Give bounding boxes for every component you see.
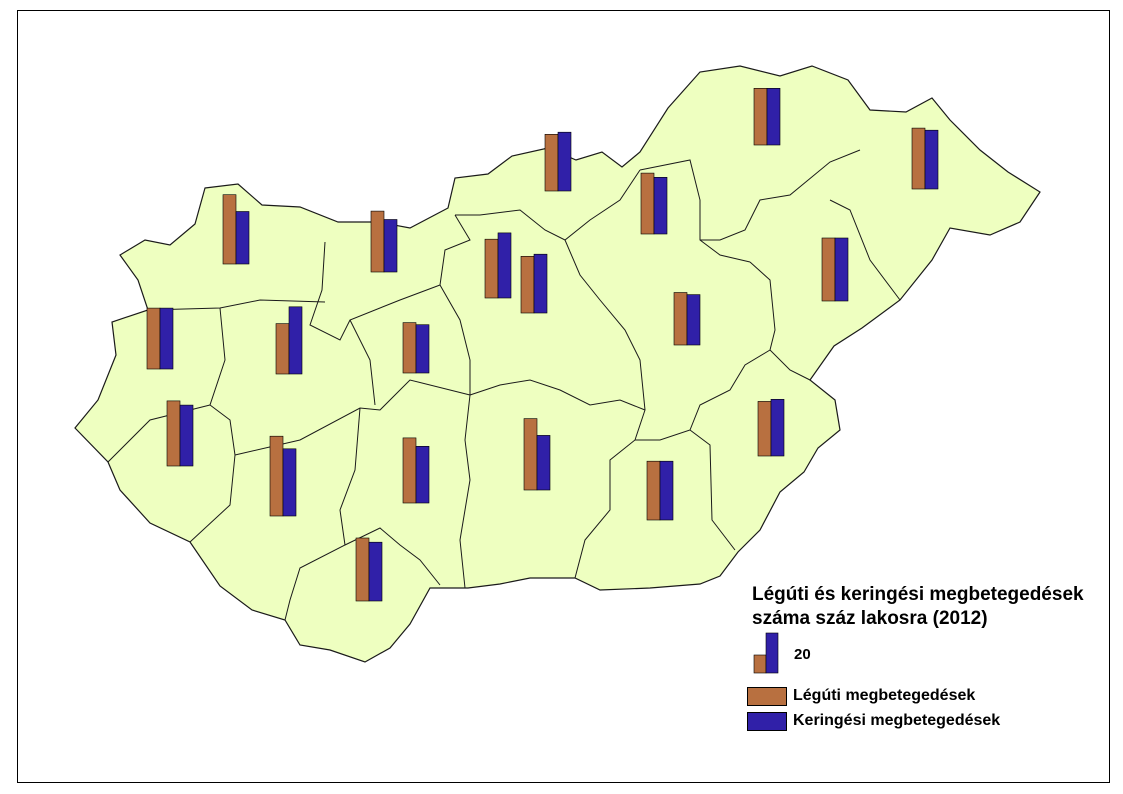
legend-scale-bar-legúti bbox=[753, 654, 767, 674]
bar-legúti bbox=[269, 435, 284, 517]
bar-legúti bbox=[753, 88, 768, 146]
county-border bbox=[749, 261, 811, 381]
bar-keringési bbox=[766, 88, 781, 146]
county-border bbox=[439, 284, 471, 589]
bar-legúti bbox=[275, 323, 290, 375]
county-bar-group bbox=[673, 292, 701, 346]
bar-keringési bbox=[924, 129, 939, 190]
legend-swatch-keringési bbox=[747, 711, 787, 731]
bar-legúti bbox=[757, 401, 772, 457]
county-bar-group bbox=[646, 460, 674, 521]
bar-legúti bbox=[146, 307, 161, 370]
bar-legúti bbox=[166, 400, 181, 467]
county-border bbox=[439, 214, 471, 286]
county-bar-group bbox=[821, 237, 849, 302]
county-bar-group bbox=[544, 131, 572, 192]
county-bar-charts bbox=[146, 88, 939, 602]
map-land bbox=[74, 65, 1041, 663]
county-border bbox=[689, 429, 736, 551]
legend-title-line2: száma száz lakosra (2012) bbox=[752, 608, 988, 629]
county-border bbox=[349, 319, 376, 406]
bar-keringési bbox=[235, 211, 250, 265]
county-border bbox=[309, 241, 441, 341]
legend-title-line1: Légúti és keringési megbetegedések bbox=[752, 584, 1084, 605]
county-bar-group bbox=[753, 88, 781, 146]
county-bar-group bbox=[484, 232, 512, 299]
county-bar-group bbox=[640, 172, 668, 235]
country-outline bbox=[74, 65, 1041, 663]
bar-legúti bbox=[911, 127, 926, 190]
bar-keringési bbox=[159, 307, 174, 370]
bar-keringési bbox=[834, 237, 849, 302]
bar-legúti bbox=[402, 322, 417, 374]
legend-label-keringési: Keringési megbetegedések bbox=[793, 712, 1001, 729]
bar-keringési bbox=[288, 306, 303, 375]
legend-title: Légúti és keringési megbetegedések száma… bbox=[752, 583, 1084, 631]
bar-keringési bbox=[368, 541, 383, 602]
bar-keringési bbox=[770, 398, 785, 457]
county-bar-group bbox=[275, 306, 303, 375]
bar-legúti bbox=[523, 418, 538, 491]
legend-scale-value: 20 bbox=[794, 646, 811, 663]
bar-keringési bbox=[415, 324, 430, 374]
legend-scale-bars bbox=[753, 632, 779, 674]
county-border bbox=[147, 299, 326, 311]
county-border bbox=[234, 379, 471, 456]
bar-legúti bbox=[520, 255, 535, 314]
bar-keringési bbox=[653, 177, 668, 235]
county-bar-group bbox=[523, 418, 551, 491]
bar-legúti bbox=[821, 237, 836, 302]
bar-keringési bbox=[282, 448, 297, 517]
county-bar-group bbox=[757, 398, 785, 457]
county-bar-group bbox=[402, 437, 430, 504]
bar-keringési bbox=[415, 445, 430, 504]
bar-legúti bbox=[402, 437, 417, 504]
county-border bbox=[564, 239, 646, 579]
county-border bbox=[829, 199, 901, 301]
legend-item-keringési: Keringési megbetegedések bbox=[747, 711, 1000, 731]
bar-legúti bbox=[484, 238, 499, 299]
legend-item-legúti: Légúti megbetegedések bbox=[747, 686, 975, 706]
bar-keringési bbox=[533, 253, 548, 314]
county-border bbox=[189, 454, 236, 543]
county-border bbox=[455, 169, 641, 241]
bar-legúti bbox=[355, 537, 370, 602]
bar-keringési bbox=[497, 232, 512, 299]
county-bar-group bbox=[146, 307, 174, 370]
county-border bbox=[639, 159, 751, 263]
county-border bbox=[469, 379, 646, 411]
bar-keringési bbox=[383, 219, 398, 273]
county-bar-group bbox=[520, 253, 548, 314]
bar-keringési bbox=[659, 460, 674, 521]
bar-keringési bbox=[686, 294, 701, 346]
county-border bbox=[635, 349, 771, 441]
county-bar-group bbox=[911, 127, 939, 190]
county-bar-group bbox=[222, 194, 250, 265]
bar-legúti bbox=[640, 172, 655, 235]
legend-label-legúti: Légúti megbetegedések bbox=[793, 687, 976, 704]
county-border bbox=[344, 527, 441, 586]
county-bar-group bbox=[355, 537, 383, 602]
bar-legúti bbox=[673, 292, 688, 346]
county-bar-group bbox=[166, 400, 194, 467]
county-bar-group bbox=[269, 435, 297, 517]
legend-scale-bar-keringési bbox=[765, 632, 779, 674]
county-borders bbox=[107, 149, 901, 621]
county-bar-group bbox=[402, 322, 430, 374]
bar-keringési bbox=[179, 404, 194, 467]
bar-keringési bbox=[557, 131, 572, 192]
bar-legúti bbox=[370, 210, 385, 273]
legend-swatch-legúti bbox=[747, 686, 787, 706]
county-bar-group bbox=[370, 210, 398, 273]
bar-keringési bbox=[536, 435, 551, 491]
bar-legúti bbox=[544, 134, 559, 192]
county-border bbox=[700, 149, 861, 241]
bar-legúti bbox=[222, 194, 237, 265]
bar-legúti bbox=[646, 460, 661, 521]
